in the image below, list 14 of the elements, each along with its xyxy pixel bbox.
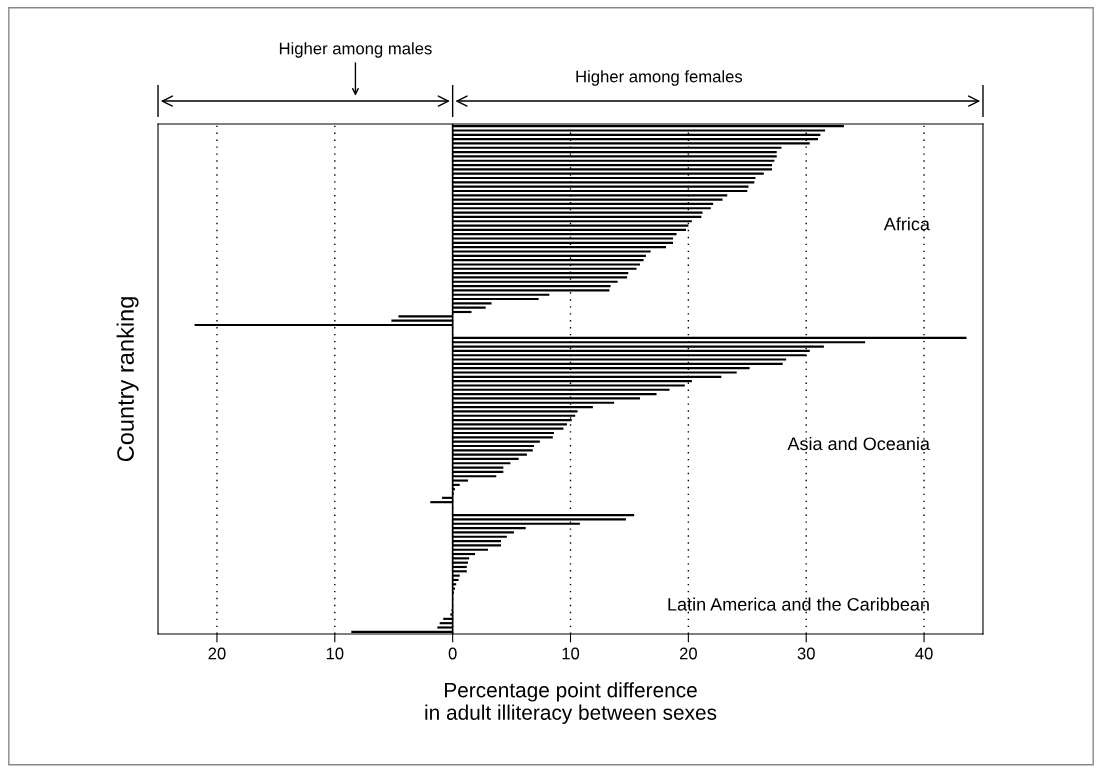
text: Higher among females [576, 70, 743, 86]
annotation: Africa [883, 217, 930, 231]
annotation: Asia and Oceania [787, 436, 930, 451]
y-axis-title: Country ranking [116, 297, 139, 462]
x-tick-label: 30 [797, 647, 815, 660]
x-tick-label: 0 [448, 647, 457, 660]
x-tick-label: 10 [562, 647, 580, 660]
x-tick-label: 20 [679, 647, 697, 660]
x-tick-label: 40 [915, 647, 933, 660]
text: Higher among males [279, 42, 432, 58]
annotation: Latin America and the Caribbean [668, 597, 929, 611]
x-axis-title: Percentage point difference in adult illiteracy between sexes [425, 682, 717, 725]
x-tick-label: 10 [326, 647, 344, 660]
x-tick-label: 20 [208, 647, 226, 660]
